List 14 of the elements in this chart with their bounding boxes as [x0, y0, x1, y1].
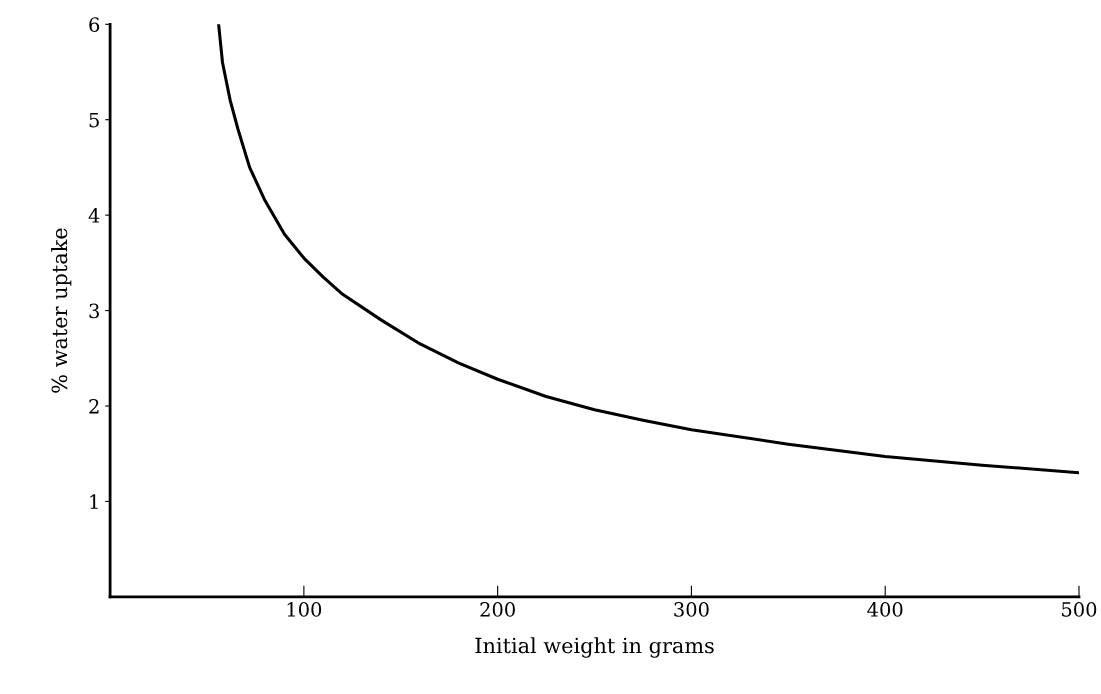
y-tick-label: 4 [88, 208, 100, 223]
x-tick-label: 200 [480, 602, 515, 617]
x-tick-label: 400 [867, 602, 903, 617]
x-tick-label: 100 [287, 602, 322, 617]
y-tick-label: 2 [89, 398, 99, 414]
x-tick-label: 500 [1062, 602, 1097, 617]
y-tick-label: 3 [89, 303, 99, 319]
y-tick-label: 6 [89, 17, 100, 32]
x-tick-label: 300 [674, 602, 709, 617]
y-tick-label: 5 [89, 112, 99, 128]
y-axis-title: % water uptake [51, 228, 72, 393]
line-series [217, 24, 1079, 475]
y-tick-label: 1 [90, 494, 98, 509]
x-axis-title: Initial weight in grams [475, 637, 714, 658]
